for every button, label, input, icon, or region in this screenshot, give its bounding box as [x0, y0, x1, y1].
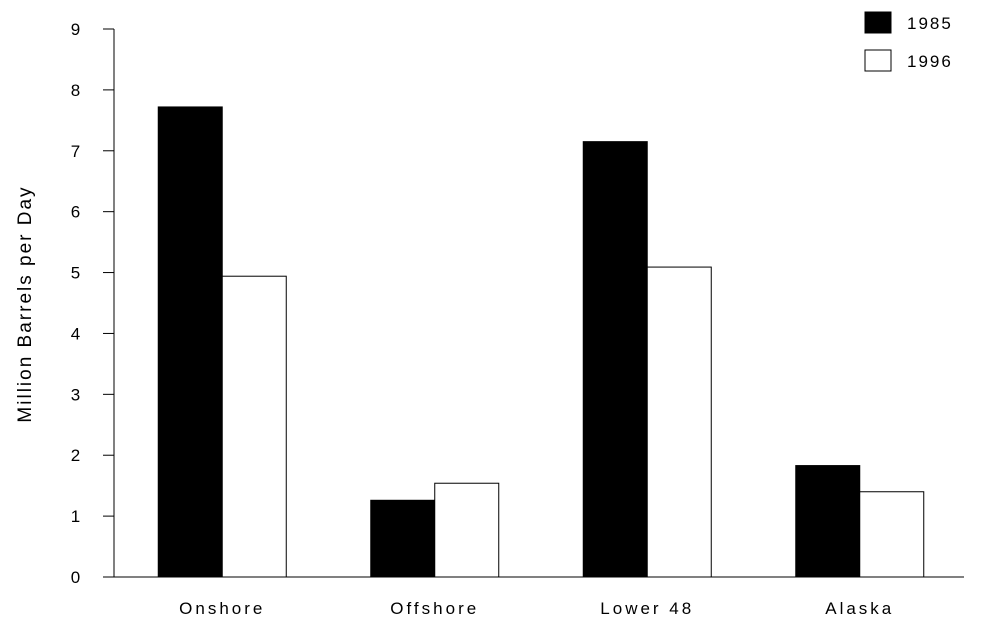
- x-category-label: Lower 48: [600, 599, 694, 618]
- legend: 1985 1996: [864, 11, 953, 72]
- bar-1996-onshore: [221, 275, 287, 578]
- y-axis: 0 1 2 3 4 5 6 7 8 9: [71, 20, 115, 587]
- y-tick-label: 8: [71, 81, 81, 100]
- legend-swatch: [864, 49, 892, 72]
- bar-1985-onshore: [157, 106, 223, 578]
- x-axis: Onshore Offshore Lower 48 Alaska: [114, 576, 964, 618]
- bar-1985-alaska: [795, 465, 861, 578]
- bar-1996-offshore: [434, 482, 500, 578]
- y-tick-label: 4: [71, 324, 81, 343]
- x-category-label: Offshore: [390, 599, 479, 618]
- bar-1996-alaska: [859, 491, 925, 578]
- y-tick-label: 0: [71, 568, 81, 587]
- bar-1985-offshore: [370, 499, 436, 578]
- y-tick-label: 2: [71, 446, 81, 465]
- y-tick-label: 3: [71, 385, 81, 404]
- legend-swatch: [864, 11, 892, 34]
- bar-1996-lower-48: [646, 266, 712, 578]
- y-tick-label: 9: [71, 20, 81, 39]
- x-category-label: Onshore: [179, 599, 265, 618]
- y-tick-label: 1: [71, 507, 81, 526]
- y-tick-label: 5: [71, 264, 81, 283]
- bar-1985-lower-48: [582, 141, 648, 578]
- y-tick-label: 7: [71, 142, 81, 161]
- bars: [157, 106, 925, 578]
- legend-label: 1985: [907, 14, 953, 33]
- x-category-label: Alaska: [825, 599, 894, 618]
- y-axis-title: Million Barrels per Day: [15, 185, 36, 422]
- legend-label: 1996: [907, 52, 953, 71]
- y-tick-label: 6: [71, 203, 81, 222]
